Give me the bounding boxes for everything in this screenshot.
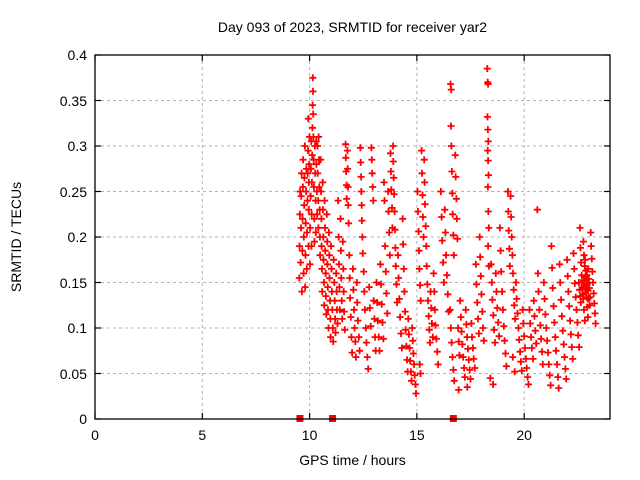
y-tick-label: 0.35 [59, 92, 87, 109]
x-axis-label: GPS time / hours [299, 452, 406, 468]
y-tick-label: 0.15 [59, 274, 87, 291]
x-tick-label: 15 [409, 427, 425, 443]
y-tick-label: 0.4 [67, 47, 87, 63]
grid-lines [95, 55, 610, 419]
y-tick-label: 0.1 [67, 320, 87, 336]
x-tick-label: 10 [301, 427, 318, 443]
y-tick-label: 0 [79, 411, 87, 427]
y-tick-label: 0.25 [59, 183, 87, 200]
y-tick-label: 0.2 [67, 229, 87, 245]
plot-border [94, 54, 611, 420]
data-markers [295, 65, 600, 422]
axis-ticks [94, 54, 610, 420]
x-tick-label: 5 [198, 427, 207, 443]
y-tick-label: 0.05 [59, 365, 87, 382]
x-tick-label: 20 [516, 427, 532, 443]
chart-title: Day 093 of 2023, SRMTID for receiver yar… [217, 19, 488, 35]
y-tick-label: 0.3 [67, 138, 87, 154]
x-tick-label: 0 [91, 427, 99, 443]
